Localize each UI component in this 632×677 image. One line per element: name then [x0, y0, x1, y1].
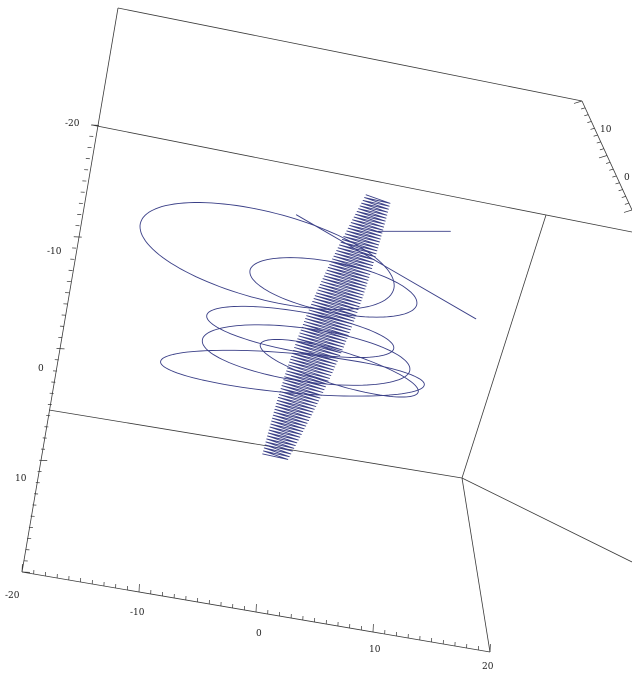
minor-tick — [593, 134, 598, 137]
minor-tick — [584, 114, 589, 117]
right-tick-label: 0 — [624, 173, 630, 183]
curve-loop — [249, 257, 418, 318]
minor-tick — [587, 121, 592, 123]
box-edge-lower-inner — [48, 409, 463, 479]
bottom-tick-label: -10 — [130, 608, 145, 618]
minor-tick — [618, 189, 623, 192]
minor-tick — [599, 148, 604, 151]
box-edge-upper-inner — [91, 124, 632, 233]
minor-tick — [612, 175, 617, 178]
left-tick-label: -10 — [47, 247, 62, 257]
minor-tick — [581, 107, 586, 110]
left-tick-label: -20 — [65, 119, 80, 129]
right-axis-ticks — [573, 100, 632, 213]
bottom-tick-label: -20 — [5, 591, 20, 601]
major-tick — [573, 100, 583, 104]
box-edge-right-depth — [461, 477, 632, 563]
major-tick — [598, 155, 608, 159]
major-tick — [623, 209, 632, 213]
bottom-axis-labels: -20 -10 0 10 20 — [5, 591, 494, 672]
box-edge-left — [21, 7, 119, 573]
minor-tick — [596, 141, 601, 144]
minor-tick — [590, 127, 595, 130]
left-axis-labels: -20 -10 0 10 — [15, 119, 80, 484]
bottom-tick-label: 10 — [369, 645, 381, 655]
minor-tick — [621, 196, 626, 198]
curve-loop — [160, 349, 425, 397]
left-tick-label: 0 — [38, 364, 44, 374]
left-tick-label: 10 — [15, 474, 27, 484]
bottom-tick-label: 20 — [482, 662, 494, 672]
bottom-axis-ticks — [21, 563, 491, 653]
minor-tick — [624, 202, 629, 205]
left-axis-ticks — [21, 124, 100, 573]
space-curve — [139, 194, 477, 460]
curve-loop — [259, 339, 419, 398]
box-edge-right-vertical — [461, 214, 547, 479]
minor-tick — [615, 182, 620, 185]
curve-diagonal-segment — [295, 214, 477, 320]
right-axis-labels: 10 0 — [600, 125, 630, 183]
minor-tick — [609, 168, 614, 171]
box-edge-bottom-right — [461, 477, 491, 653]
box-edge-top — [117, 7, 583, 102]
bottom-tick-label: 0 — [256, 629, 262, 639]
minor-tick — [606, 161, 611, 164]
curve-loop — [201, 324, 411, 386]
right-tick-label: 10 — [600, 125, 612, 135]
curve-spine — [262, 194, 391, 460]
